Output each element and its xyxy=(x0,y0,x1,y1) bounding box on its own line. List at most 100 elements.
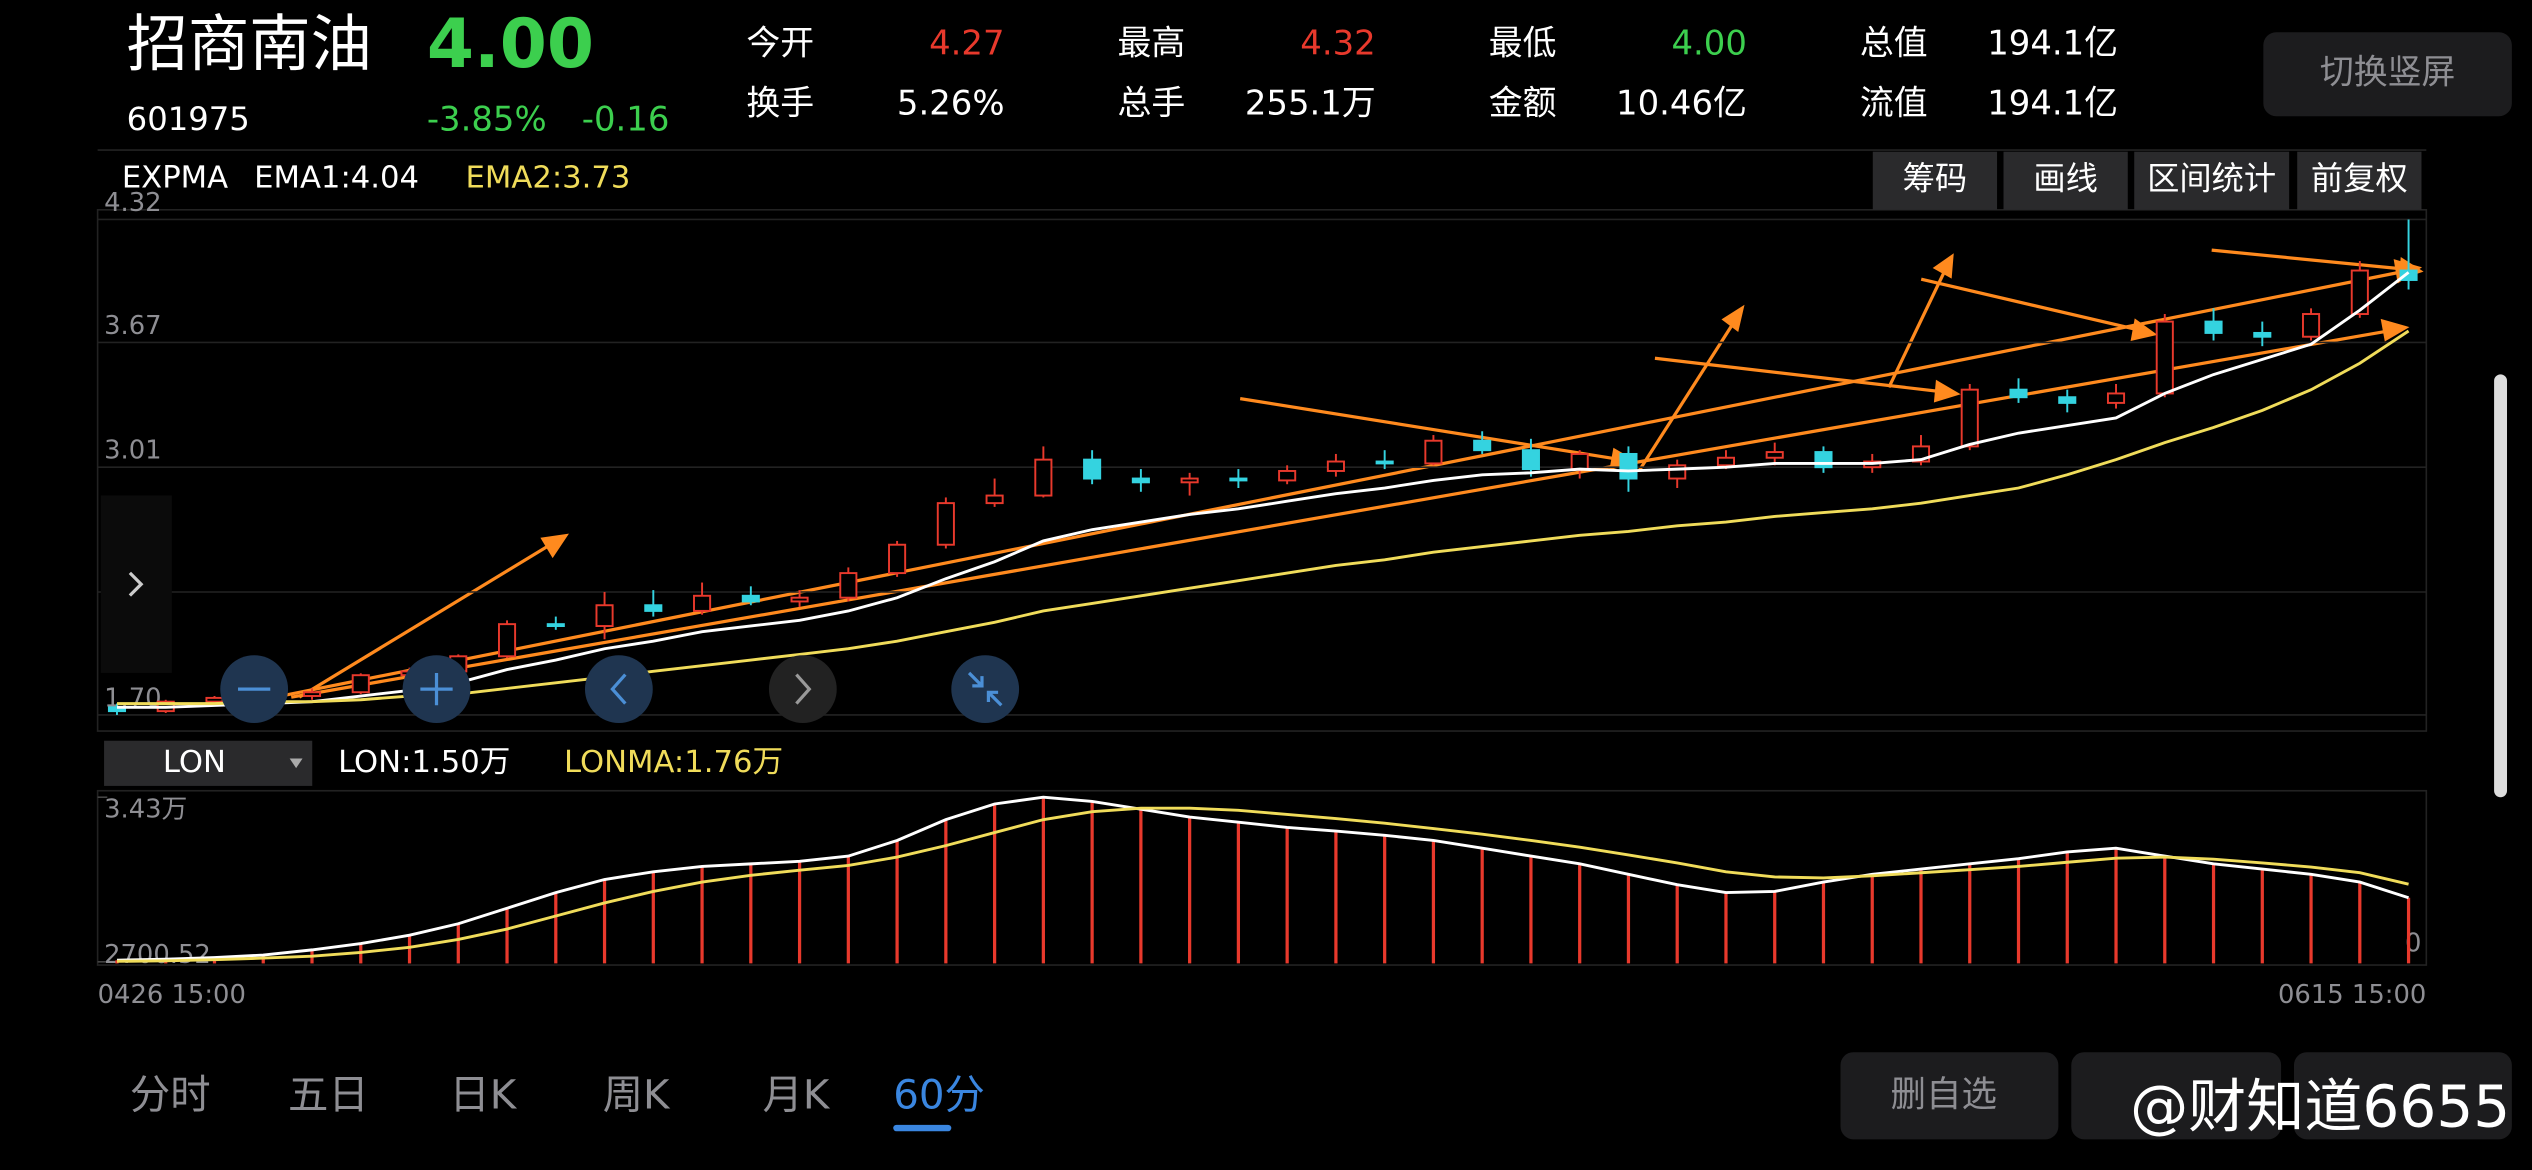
nav-buttons xyxy=(220,655,1020,723)
stat-value: 10.46亿 xyxy=(1616,83,1747,122)
stat-label: 总手 xyxy=(1118,83,1186,122)
side-tab[interactable] xyxy=(100,495,172,673)
indicator-name: EXPMA xyxy=(122,161,228,196)
lonma-legend: LONMA:1.76万 xyxy=(564,745,783,780)
candle-body xyxy=(1083,458,1102,480)
ema2-legend: EMA2:3.73 xyxy=(466,161,631,196)
lon-legend: LON:1.50万 xyxy=(338,745,510,780)
tool-label: 区间统计 xyxy=(2147,160,2276,198)
orientation-button[interactable] xyxy=(2263,32,2512,117)
stat-label: 换手 xyxy=(746,83,814,122)
side-tab-icon xyxy=(128,571,144,597)
y-tick-label: 3.43万 xyxy=(104,795,187,825)
candle-body xyxy=(205,696,224,703)
candle-body xyxy=(839,572,858,599)
candle-body xyxy=(2302,313,2321,338)
candle-body xyxy=(595,604,614,628)
candle-body xyxy=(741,594,760,603)
candle-body xyxy=(1180,477,1199,484)
candle-body xyxy=(2009,388,2028,399)
candle-body xyxy=(1570,452,1589,471)
reset-button[interactable] xyxy=(951,655,1020,723)
period-tab[interactable]: 日K xyxy=(449,1071,517,1118)
period-tab[interactable]: 月K xyxy=(762,1071,830,1118)
y-tick-label: 3.01 xyxy=(104,436,161,466)
ema1-legend: EMA1:4.04 xyxy=(254,161,419,196)
stat-value: 4.27 xyxy=(929,24,1004,63)
stat-label: 最低 xyxy=(1489,24,1557,63)
lon-frame xyxy=(96,789,2428,966)
tool-label: 前复权 xyxy=(2311,160,2408,198)
lon-line xyxy=(116,795,2410,962)
candle-body xyxy=(1326,460,1345,472)
stat-value: 194.1亿 xyxy=(1987,83,2118,122)
candle-body xyxy=(888,543,907,575)
x-end-label: 0615 15:00 xyxy=(2278,980,2426,1010)
scrollbar xyxy=(2494,374,2508,798)
next-button[interactable] xyxy=(768,655,837,723)
prev-button[interactable] xyxy=(584,655,653,723)
action-label[interactable]: 删自选 xyxy=(1891,1074,1998,1115)
tool-label: 筹码 xyxy=(1903,160,1968,198)
tool-button[interactable] xyxy=(2297,151,2422,210)
icon xyxy=(610,673,627,705)
tool-button[interactable] xyxy=(2134,151,2290,210)
candle-body xyxy=(985,494,1004,505)
stock-price: 4.00 xyxy=(427,4,594,83)
tool-label: 画线 xyxy=(2033,160,2098,198)
x-start-label: 0426 15:00 xyxy=(98,980,246,1010)
candle-body xyxy=(302,691,322,697)
stat-value: 4.00 xyxy=(1671,24,1746,63)
icon xyxy=(967,671,1003,707)
candle-body xyxy=(2253,331,2272,338)
stat-value: 194.1亿 xyxy=(1987,24,2118,63)
period-tab[interactable]: 分时 xyxy=(130,1071,211,1118)
period-tab[interactable]: 五日 xyxy=(288,1071,369,1118)
stat-label: 流值 xyxy=(1860,83,1928,122)
candle-body xyxy=(351,674,370,694)
candle-body xyxy=(1716,456,1736,467)
stat-value: 4.32 xyxy=(1300,24,1375,63)
action-button[interactable] xyxy=(1840,1052,2059,1140)
candle-body xyxy=(2106,392,2126,404)
change-pct: -3.85% xyxy=(427,100,547,139)
ema-line xyxy=(116,329,2410,706)
candle-body xyxy=(497,623,517,658)
candle-body xyxy=(1278,470,1297,482)
lon-selector-label[interactable]: LON xyxy=(163,745,226,780)
candle-body xyxy=(1424,439,1443,465)
stat-value: 255.1万 xyxy=(1245,83,1376,122)
change: -0.16 xyxy=(582,100,670,139)
candle-body xyxy=(1375,460,1394,465)
stock-name: 招商南油 xyxy=(127,9,372,80)
action-button[interactable] xyxy=(2293,1052,2512,1140)
lon-selector[interactable] xyxy=(104,740,313,786)
candle-body xyxy=(693,594,712,612)
lon-line xyxy=(116,806,2409,963)
y-tick-label: 2700.52 xyxy=(104,940,211,970)
stat-label: 今开 xyxy=(746,24,814,63)
candle-body xyxy=(1034,458,1053,497)
stock-code: 601975 xyxy=(127,100,250,138)
candle-body xyxy=(1765,451,1784,459)
period-tab[interactable]: 周K xyxy=(603,1071,671,1118)
candle-body xyxy=(2155,320,2174,395)
candle-body xyxy=(790,596,809,603)
dropdown-arrow xyxy=(289,758,303,769)
candle-body xyxy=(2058,396,2077,404)
price-frame xyxy=(96,208,2428,732)
tool-button[interactable] xyxy=(1872,151,1998,210)
tool-button[interactable] xyxy=(2003,151,2128,210)
orientation-label[interactable]: 切换竖屏 xyxy=(2320,53,2456,92)
stat-label: 金额 xyxy=(1489,83,1557,122)
stat-label: 最高 xyxy=(1118,24,1186,63)
y-tick-label: 4.32 xyxy=(104,188,161,218)
icon xyxy=(795,673,812,705)
y-tick-label: 3.67 xyxy=(104,311,161,341)
period-tab[interactable]: 60分 xyxy=(893,1071,985,1118)
action-button[interactable] xyxy=(2071,1052,2282,1140)
candle-body xyxy=(644,604,663,612)
active-underline xyxy=(893,1124,952,1132)
